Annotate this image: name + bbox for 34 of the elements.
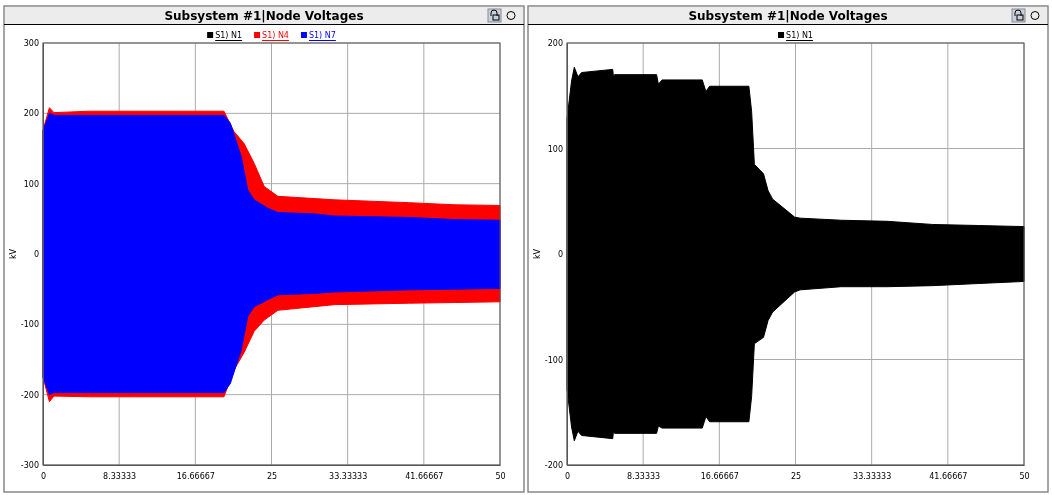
x-tick-label: 41.66667 (405, 471, 444, 481)
chart-title: Subsystem #1|Node Voltages (164, 9, 364, 23)
y-axis-title: kV (9, 248, 18, 260)
x-tick-label: 16.66667 (176, 471, 215, 481)
y-tick-label: -100 (544, 355, 563, 365)
y-tick-label: -200 (544, 461, 563, 471)
y-tick-label: 0 (557, 250, 563, 260)
x-tick-label: 50 (1019, 471, 1030, 481)
y-tick-label: 100 (23, 179, 39, 189)
y-tick-label: -200 (20, 390, 39, 400)
y-tick-label: 200 (547, 39, 563, 49)
x-tick-label: 0 (40, 471, 47, 481)
legend-label: S1) N1 (786, 31, 813, 40)
y-tick-label: 300 (23, 39, 39, 49)
y-tick-label: 100 (547, 144, 563, 154)
x-tick-label: 8.33333 (627, 471, 661, 481)
x-tick-label: 50 (495, 471, 506, 481)
legend-label: S1) N1 (215, 31, 243, 40)
x-tick-label: 25 (790, 471, 802, 481)
x-tick-label: 0 (564, 471, 571, 481)
x-tick-label: 33.33333 (329, 471, 368, 481)
x-tick-label: 8.33333 (103, 471, 137, 481)
x-tick-label: 33.33333 (853, 471, 892, 481)
y-tick-label: -300 (20, 461, 39, 471)
y-tick-label: 0 (33, 250, 39, 260)
x-tick-label: 25 (266, 471, 278, 481)
legend-label: S1) N7 (308, 31, 336, 40)
chart-title: Subsystem #1|Node Voltages (688, 9, 888, 23)
y-axis-title: kV (533, 248, 542, 260)
legend-label: S1) N4 (262, 31, 289, 40)
y-tick-label: -100 (20, 320, 39, 330)
y-tick-label: 200 (23, 109, 39, 119)
x-tick-label: 41.66667 (929, 471, 968, 481)
x-tick-label: 16.66667 (700, 471, 739, 481)
